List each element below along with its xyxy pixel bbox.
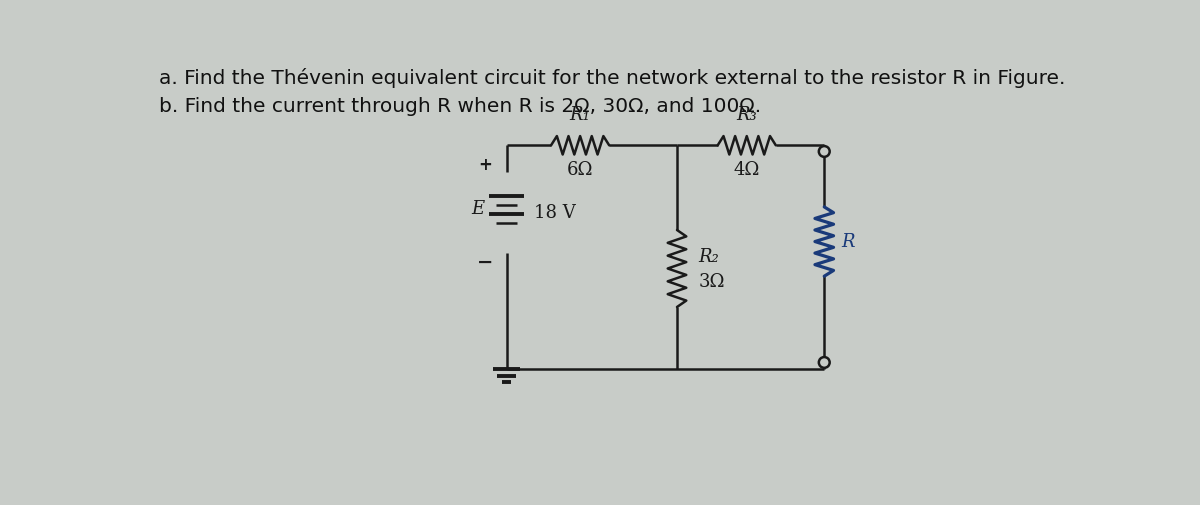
Text: a. Find the Thévenin equivalent circuit for the network external to the resistor: a. Find the Thévenin equivalent circuit … — [160, 68, 1066, 88]
Text: 18 V: 18 V — [534, 204, 575, 222]
Text: R₁: R₁ — [570, 106, 590, 124]
Text: −: − — [476, 253, 493, 272]
Text: E: E — [472, 200, 485, 218]
Text: b. Find the current through R when R is 2Ω, 30Ω, and 100Ω.: b. Find the current through R when R is … — [160, 97, 762, 116]
Text: +: + — [478, 156, 492, 174]
Text: R₂: R₂ — [698, 248, 720, 266]
Circle shape — [818, 146, 829, 157]
Text: 3Ω: 3Ω — [698, 273, 725, 291]
Text: R: R — [841, 232, 854, 250]
Text: 6Ω: 6Ω — [566, 161, 593, 179]
Text: 4Ω: 4Ω — [733, 161, 760, 179]
Text: R₃: R₃ — [737, 106, 757, 124]
Circle shape — [818, 357, 829, 368]
